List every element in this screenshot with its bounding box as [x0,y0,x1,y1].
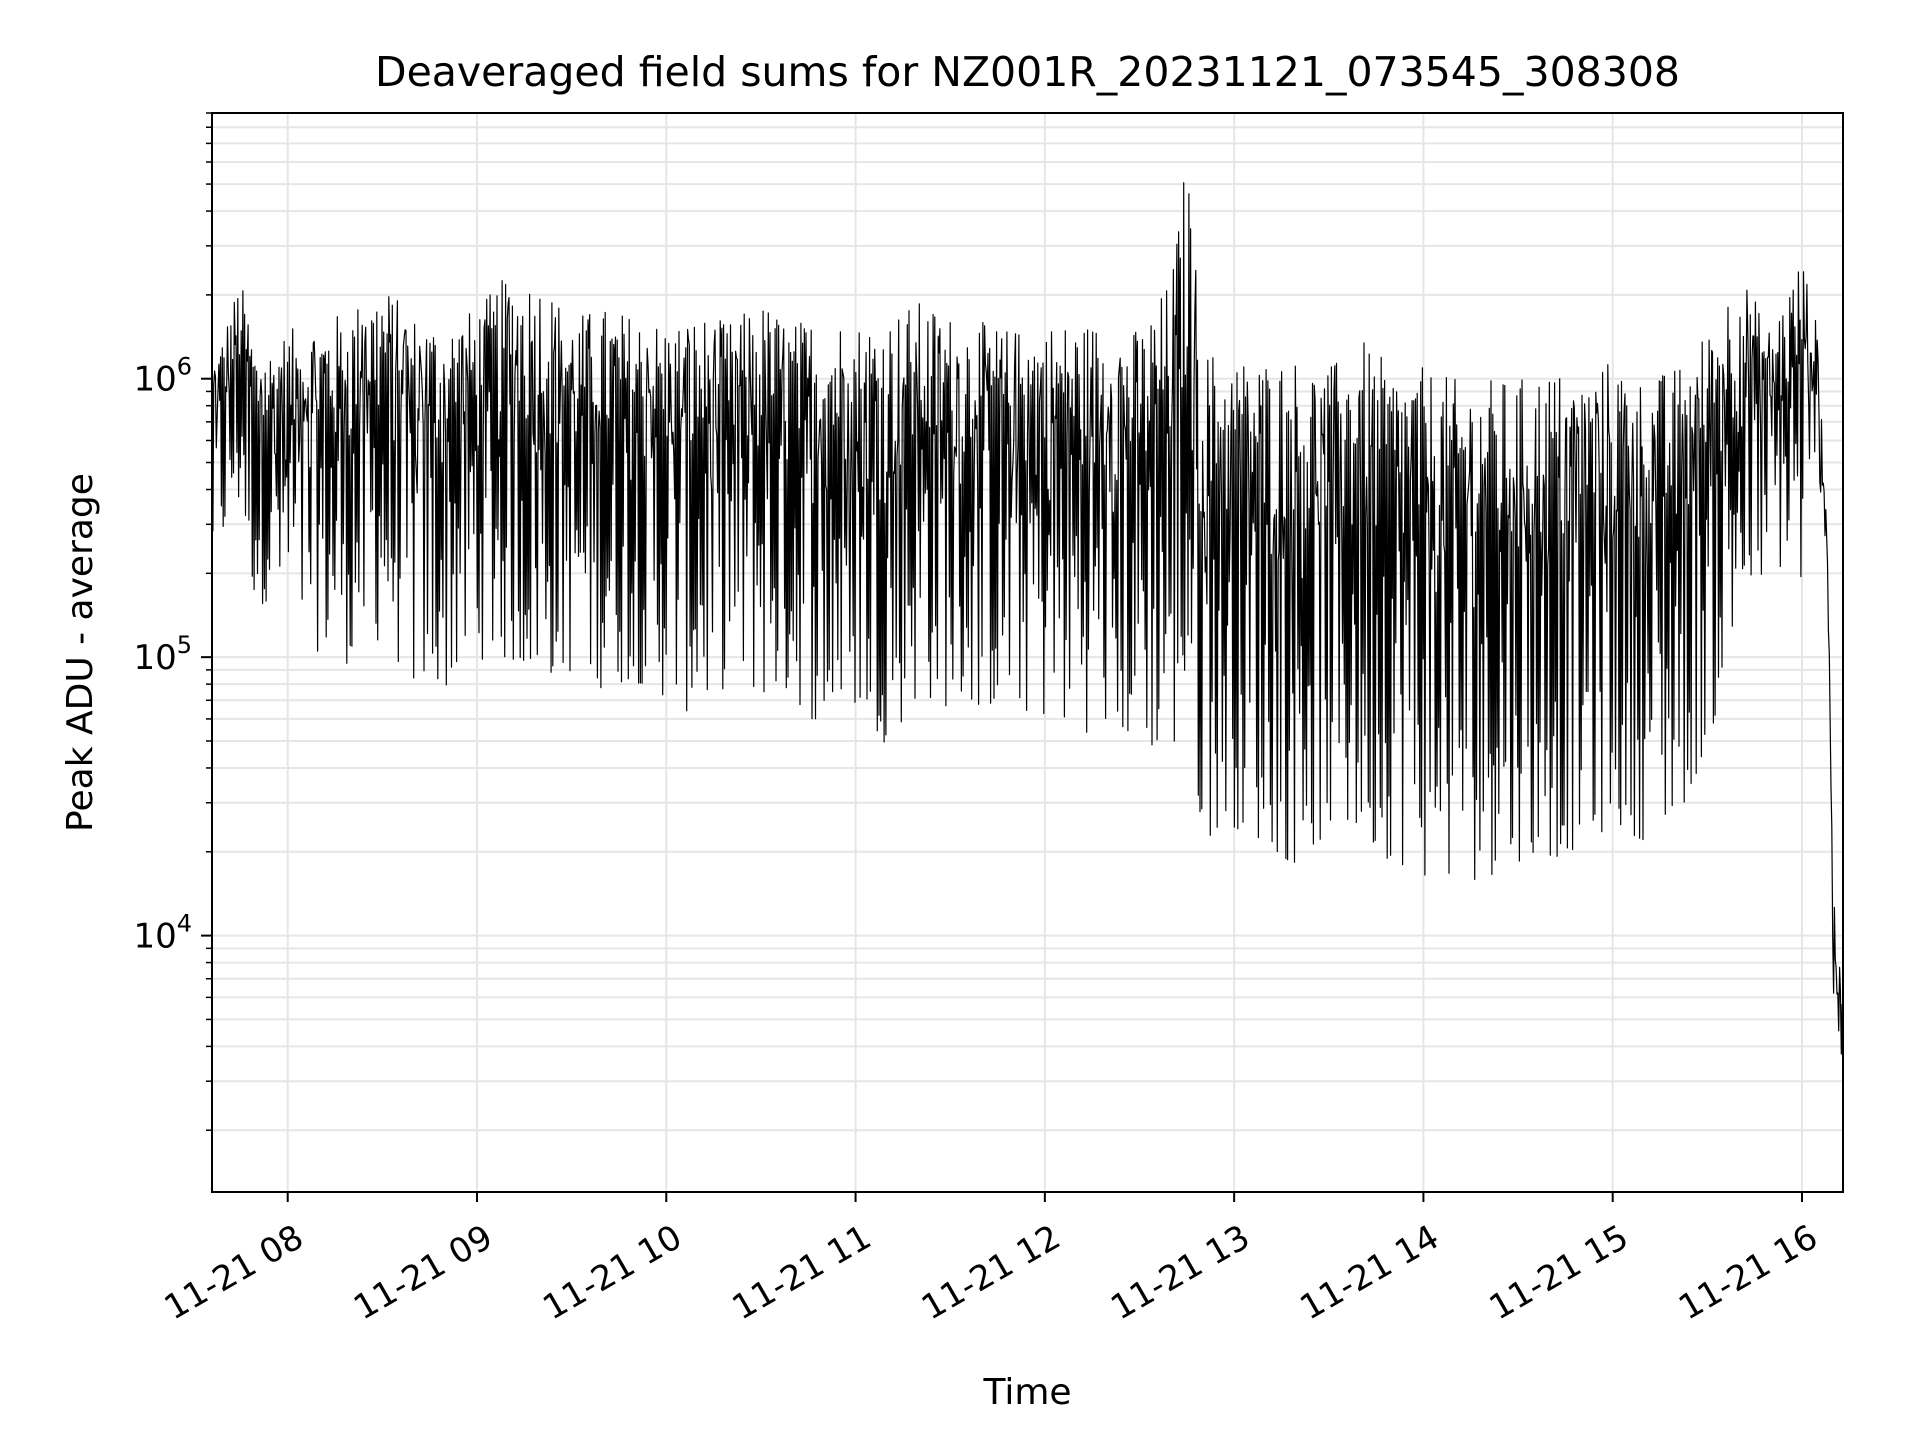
y-tick-exponent: 6 [177,353,192,381]
y-tick-label: 104 [133,910,192,957]
y-tick-base: 10 [133,360,176,400]
y-tick-label: 106 [133,353,192,400]
plot-frame [211,112,1844,1193]
series-line [211,182,1844,1055]
y-tick-base: 10 [133,638,176,678]
y-tick-exponent: 4 [177,910,192,938]
plot-series-group [211,182,1844,1055]
x-axis-label: Time [982,1372,1071,1413]
y-tick-base: 10 [133,917,176,957]
y-axis-label: Peak ADU - average [60,473,101,832]
chart-title: Deaveraged field sums for NZ001R_2023112… [375,48,1680,96]
y-tick-label: 105 [133,631,192,678]
y-tick-exponent: 5 [177,631,192,659]
